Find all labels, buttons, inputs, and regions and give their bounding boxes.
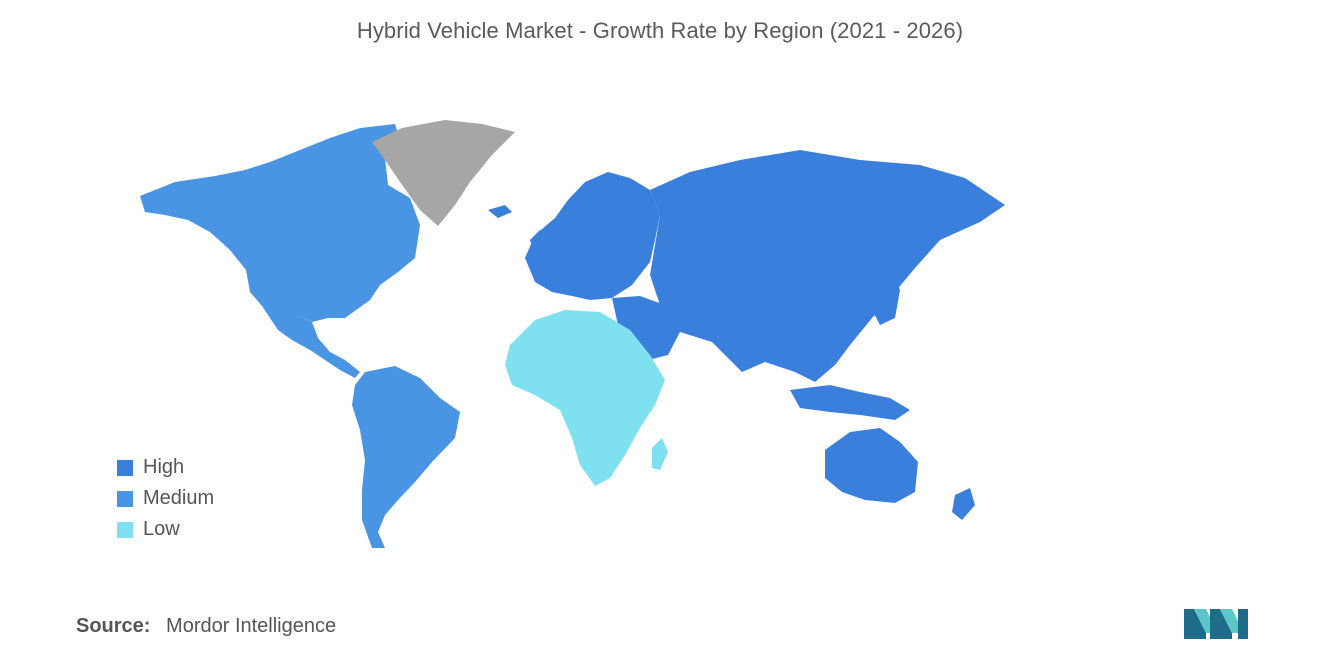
legend-swatch-high: [117, 459, 133, 476]
region-europe: [525, 172, 660, 300]
legend-label: High: [143, 456, 185, 478]
region-africa: [505, 310, 665, 486]
region-north-america: [140, 124, 420, 322]
region-japan: [872, 268, 900, 325]
region-south-america: [352, 366, 460, 548]
region-russia-asia: [650, 150, 1005, 382]
legend-label: Low: [143, 518, 180, 540]
legend-item-medium: Medium: [117, 483, 214, 514]
region-central-america: [262, 306, 360, 378]
region-iceland: [488, 205, 512, 218]
mordor-intelligence-logo-icon: [1184, 609, 1248, 639]
region-madagascar: [652, 438, 668, 470]
map-title: Hybrid Vehicle Market - Growth Rate by R…: [356, 18, 964, 43]
legend-swatch-low: [117, 521, 133, 538]
legend-item-high: High: [117, 452, 214, 483]
legend-item-low: Low: [117, 514, 214, 545]
legend-swatch-medium: [117, 490, 133, 507]
region-uk: [530, 230, 545, 258]
source-line: Source: Mordor Intelligence: [76, 615, 336, 638]
region-new-zealand: [952, 488, 975, 520]
region-australia: [825, 428, 918, 503]
region-greenland: [372, 120, 515, 226]
region-southeast-asia: [790, 385, 910, 420]
source-key: Source:: [76, 615, 151, 637]
map-legend: High Medium Low: [117, 452, 214, 545]
source-value: Mordor Intelligence: [166, 615, 337, 637]
legend-label: Medium: [143, 487, 215, 509]
